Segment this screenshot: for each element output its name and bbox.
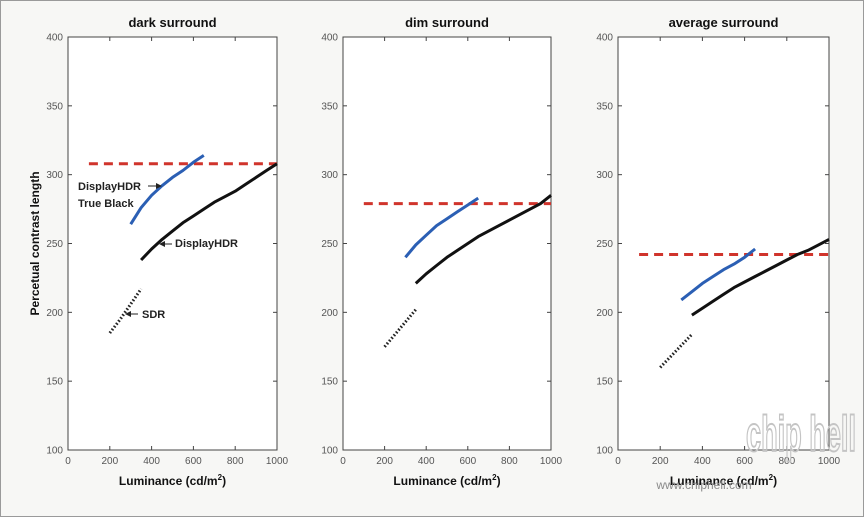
x-tick-label: 600 <box>736 456 753 467</box>
y-tick-label: 250 <box>46 239 63 250</box>
x-tick-label: 200 <box>101 456 118 467</box>
x-tick-label: 0 <box>340 456 346 467</box>
annotation-label: True Black <box>78 198 135 210</box>
arrow-head-icon <box>125 311 131 317</box>
x-tick-label: 0 <box>615 456 621 467</box>
sdr-dotted-curve <box>383 308 417 348</box>
plot-area-3 <box>617 36 830 451</box>
y-tick-label: 100 <box>321 446 338 457</box>
y-tick-label: 200 <box>46 308 63 319</box>
y-tick-label: 150 <box>321 377 338 388</box>
annotation-label: SDR <box>142 309 165 321</box>
x-tick-label: 400 <box>418 456 435 467</box>
x-tick-label: 1000 <box>266 456 289 467</box>
arrow-head-icon <box>156 183 162 189</box>
displayhdr-curve <box>140 162 278 262</box>
annotation-label: DisplayHDR <box>78 181 141 193</box>
x-tick-label: 600 <box>459 456 476 467</box>
x-tick-label: 1000 <box>540 456 563 467</box>
y-tick-label: 250 <box>321 239 338 250</box>
annotation-label: DisplayHDR <box>175 238 238 250</box>
y-tick-label: 300 <box>46 170 63 181</box>
x-tick-label: 400 <box>143 456 160 467</box>
displayhdr-curve <box>691 238 830 317</box>
plot-area-1 <box>67 36 278 451</box>
panel-title: dark surround <box>128 15 216 30</box>
sdr-dotted-curve <box>659 333 693 369</box>
y-tick-label: 300 <box>321 170 338 181</box>
x-tick-label: 400 <box>694 456 711 467</box>
panel-title: dim surround <box>405 15 489 30</box>
y-axis-label: Percetual contrast length <box>28 171 42 315</box>
panel-title: average surround <box>669 15 779 30</box>
y-tick-label: 400 <box>596 33 613 44</box>
y-tick-label: 300 <box>596 170 613 181</box>
y-tick-label: 150 <box>596 377 613 388</box>
arrow-head-icon <box>159 241 165 247</box>
sdr-dotted-curve <box>108 288 143 334</box>
watermark-logo: chip hell <box>746 406 856 462</box>
displayhdr-true-black-curve <box>680 247 757 302</box>
y-tick-label: 400 <box>46 33 63 44</box>
displayhdr-true-black-curve <box>404 196 480 259</box>
x-axis-label: Luminance (cd/m2) <box>670 473 777 488</box>
x-tick-label: 800 <box>501 456 518 467</box>
x-tick-label: 200 <box>652 456 669 467</box>
y-tick-label: 100 <box>46 446 63 457</box>
y-tick-label: 150 <box>46 377 63 388</box>
y-tick-label: 200 <box>321 308 338 319</box>
y-tick-label: 400 <box>321 33 338 44</box>
plot-area-2 <box>342 36 552 451</box>
y-tick-label: 350 <box>596 101 613 112</box>
displayhdr-curve <box>414 194 552 285</box>
x-tick-label: 600 <box>185 456 202 467</box>
x-tick-label: 800 <box>778 456 795 467</box>
watermark-url: www.chiphell.com <box>655 478 751 492</box>
x-axis-label: Luminance (cd/m2) <box>119 473 226 488</box>
x-tick-label: 0 <box>65 456 71 467</box>
x-tick-label: 200 <box>376 456 393 467</box>
y-tick-label: 350 <box>321 101 338 112</box>
y-tick-label: 250 <box>596 239 613 250</box>
y-tick-label: 200 <box>596 308 613 319</box>
x-tick-label: 800 <box>227 456 244 467</box>
y-tick-label: 350 <box>46 101 63 112</box>
x-tick-label: 1000 <box>818 456 841 467</box>
displayhdr-true-black-curve <box>129 154 205 225</box>
x-axis-label: Luminance (cd/m2) <box>393 473 500 488</box>
y-tick-label: 100 <box>596 446 613 457</box>
